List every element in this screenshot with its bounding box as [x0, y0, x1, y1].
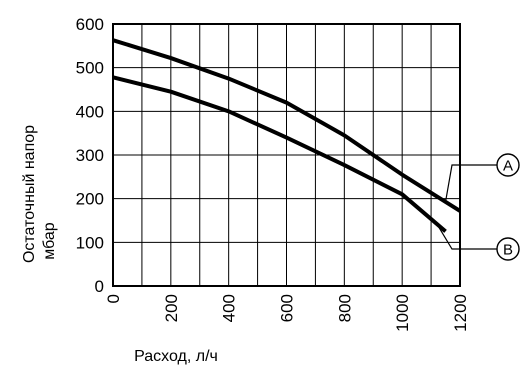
callout-label: B	[503, 242, 513, 259]
y-tick-label: 0	[95, 277, 104, 296]
x-tick-label: 1000	[393, 294, 412, 332]
chart-grid	[113, 24, 460, 286]
series-line-b	[112, 75, 447, 233]
series-line-a	[112, 38, 462, 213]
callout-circle	[496, 237, 520, 261]
callout-label: A	[503, 158, 513, 175]
x-tick-label: 0	[104, 294, 123, 303]
y-tick-label: 500	[76, 59, 104, 78]
x-axis-title: Расход, л/ч	[134, 348, 218, 365]
y-tick-label: 400	[76, 102, 104, 121]
y-tick-label: 100	[76, 233, 104, 252]
y-tick-label: 600	[76, 15, 104, 34]
x-tick-label: 400	[220, 294, 239, 322]
x-tick-label: 800	[335, 294, 354, 322]
y-tick-labels: 0 100 200 300 400 500 600	[76, 15, 104, 296]
callout-circle	[496, 153, 520, 177]
x-tick-label: 1200	[451, 294, 470, 332]
chart-series	[112, 38, 462, 233]
y-axis-title-line1: Остаточный напор	[21, 125, 38, 263]
x-tick-labels: 0 200 400 600 800 1000 1200	[104, 294, 470, 332]
x-tick-label: 600	[278, 294, 297, 322]
x-tick-label: 200	[162, 294, 181, 322]
plot-frame	[112, 23, 461, 287]
callout-leader	[444, 164, 497, 202]
callout-leader	[436, 223, 497, 250]
y-axis-title-line2: мбар	[41, 222, 58, 260]
y-tick-label: 200	[76, 190, 104, 209]
chart-callouts: AB	[436, 153, 520, 261]
y-tick-label: 300	[76, 146, 104, 165]
